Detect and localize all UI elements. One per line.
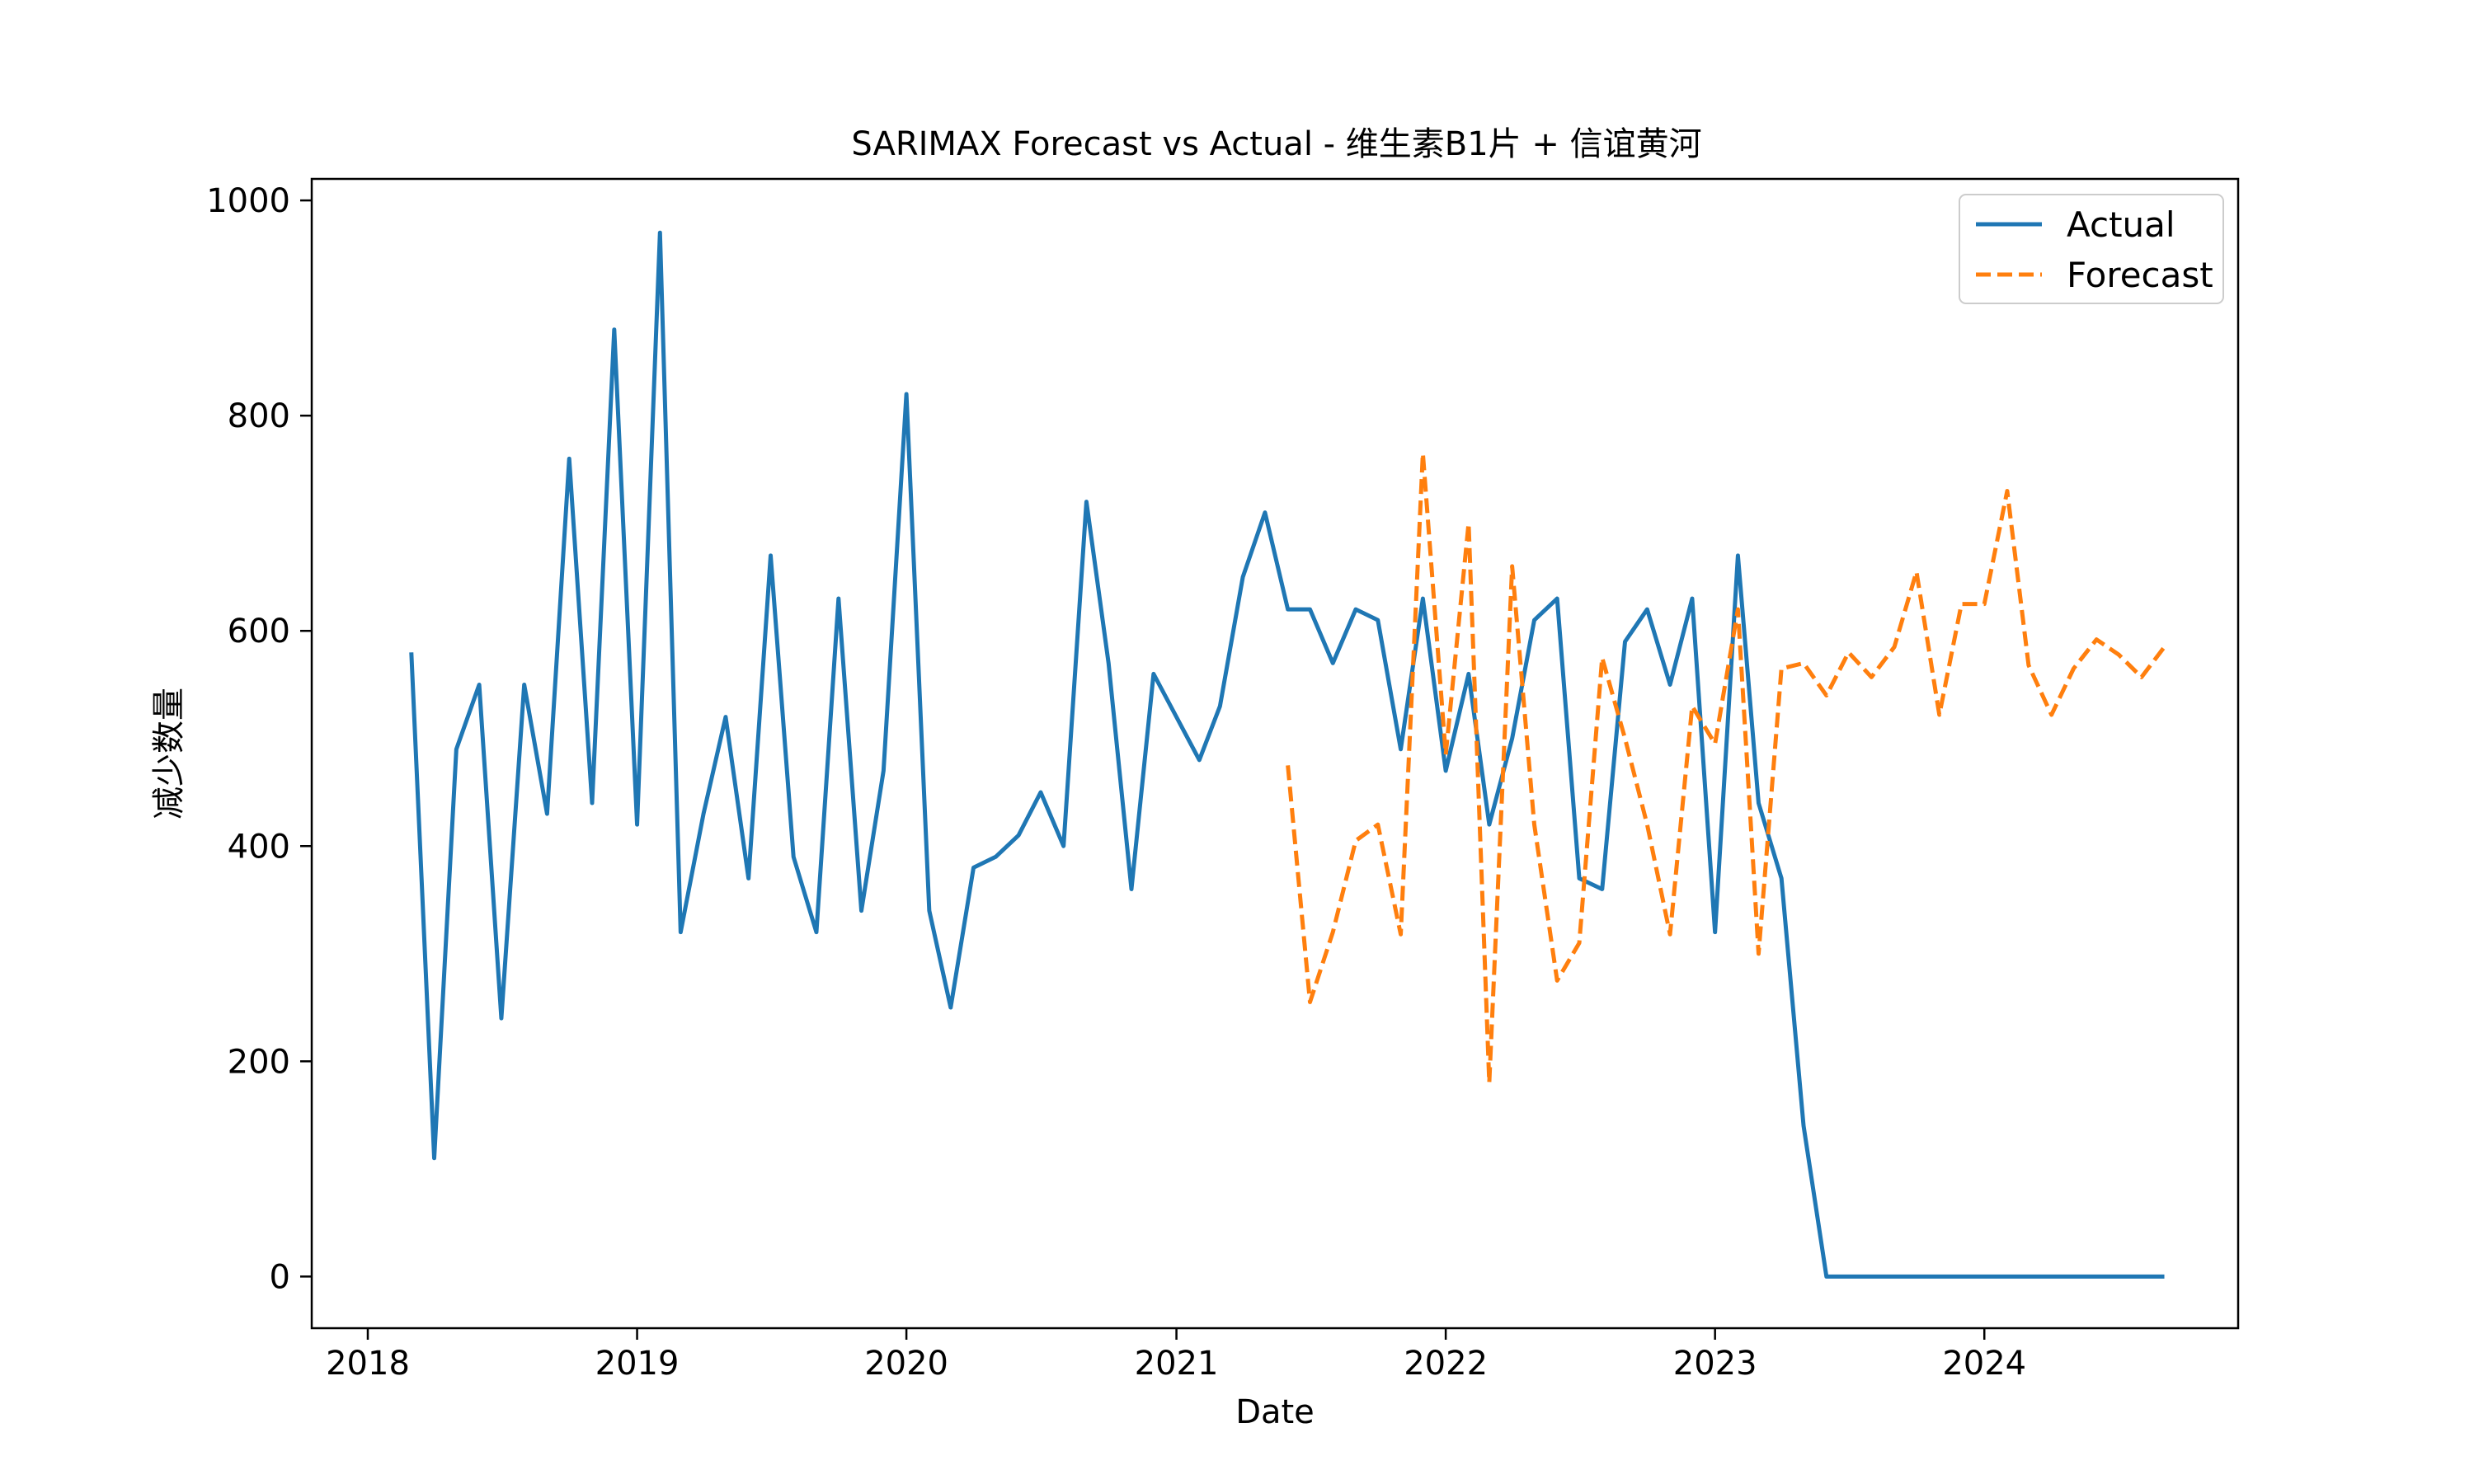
plot-area: [312, 179, 2238, 1328]
x-tick-label: 2022: [1404, 1345, 1488, 1383]
chart-title: SARIMAX Forecast vs Actual - 维生素B1片 + 信谊…: [851, 125, 1701, 163]
legend-actual-label: Actual: [2067, 204, 2175, 245]
legend-forecast-label: Forecast: [2067, 255, 2213, 295]
x-tick-label: 2024: [1942, 1345, 2026, 1383]
y-axis-label: 减少数量: [150, 688, 188, 819]
y-tick-label: 400: [228, 828, 290, 866]
series-line-actual: [409, 230, 2165, 1279]
y-tick-label: 0: [270, 1258, 290, 1296]
x-tick-label: 2019: [595, 1345, 680, 1383]
y-tick-label: 800: [228, 397, 290, 435]
y-axis-ticks: 0 200 400 600 800 1000: [206, 182, 312, 1296]
y-tick-label: 200: [228, 1043, 290, 1081]
x-axis-ticks: 2018 2019 2020 2021 2022 2023 2024: [326, 1328, 2026, 1383]
series-layer: [409, 230, 2166, 1279]
x-axis-label: Date: [1235, 1393, 1315, 1431]
y-tick-label: 1000: [206, 182, 290, 220]
x-tick-label: 2021: [1135, 1345, 1219, 1383]
x-tick-label: 2020: [864, 1345, 948, 1383]
y-tick-label: 600: [228, 613, 290, 650]
legend: Actual Forecast: [1959, 194, 2224, 304]
x-tick-label: 2018: [326, 1345, 410, 1383]
plot-frame: [310, 177, 2240, 1330]
x-tick-label: 2023: [1673, 1345, 1757, 1383]
series-line-forecast: [1286, 451, 2166, 1085]
